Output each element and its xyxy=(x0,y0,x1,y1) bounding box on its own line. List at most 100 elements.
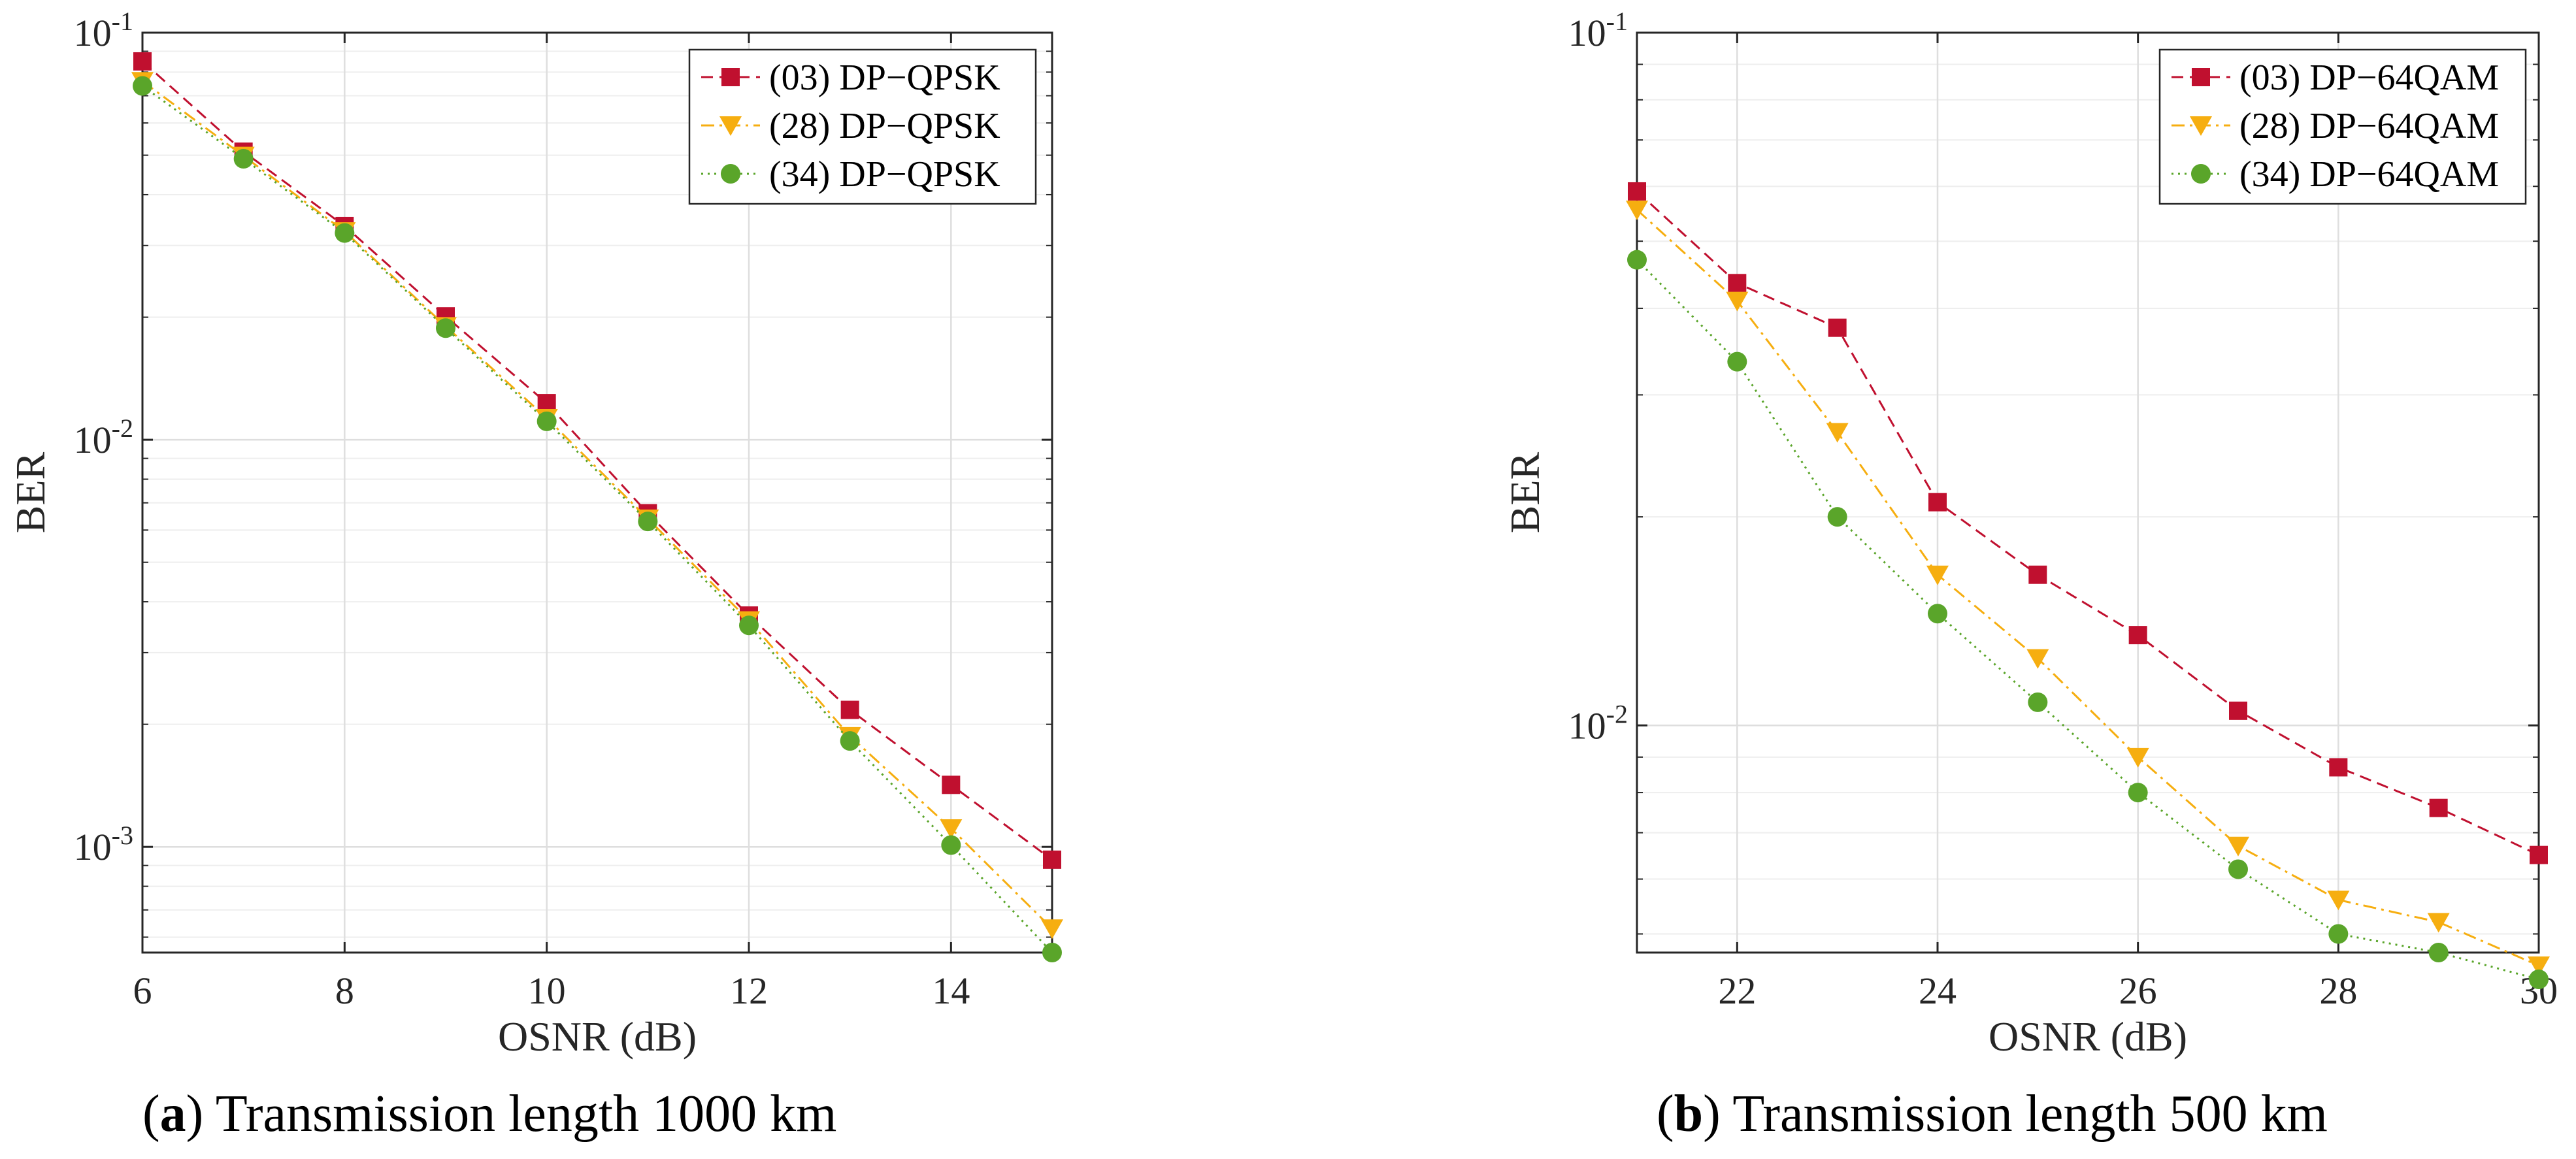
series-a-3 xyxy=(133,76,1062,962)
y-tick-label-a: 10-2 xyxy=(74,414,133,461)
chart-panel-a: 6 8 10 12 14 10-1 10-2 10-3 OSNR (dB) BER (03) DP−… xyxy=(7,7,1063,1060)
data-point-b-2 xyxy=(2126,747,2149,768)
data-point-b-1 xyxy=(1828,318,1847,337)
x-tick-label-a: 14 xyxy=(932,970,970,1012)
caption-b-text: Transmission length 500 km xyxy=(1732,1085,2328,1143)
data-point-a-3 xyxy=(1042,943,1062,962)
series-line-b-2 xyxy=(1636,208,2539,967)
data-point-b-1 xyxy=(2329,758,2348,777)
data-point-b-1 xyxy=(2530,845,2548,864)
y-tick-label-a: 10-1 xyxy=(74,7,133,54)
x-tick-label-a: 8 xyxy=(335,970,354,1012)
data-point-b-3 xyxy=(1827,507,1847,527)
x-tick-label-a: 12 xyxy=(730,970,768,1012)
series-line-a-1 xyxy=(142,60,1053,861)
data-point-b-3 xyxy=(1627,250,1647,270)
series-line-b-1 xyxy=(1636,190,2539,857)
legend-marker-b-3 xyxy=(2191,164,2211,184)
series-b-2 xyxy=(1626,201,2550,977)
axes-box-b xyxy=(1636,31,2540,954)
data-point-a-1 xyxy=(942,775,961,794)
data-point-b-2 xyxy=(2427,913,2450,933)
data-point-b-3 xyxy=(2529,969,2549,989)
legend-marker-a-3 xyxy=(721,164,740,184)
data-point-b-3 xyxy=(2228,859,2248,879)
data-point-a-3 xyxy=(335,223,355,243)
legend-marker-b-2 xyxy=(2190,116,2212,136)
data-point-a-1 xyxy=(133,52,152,71)
series-b-1 xyxy=(1628,182,2548,864)
legend-marker-a-2 xyxy=(719,116,742,136)
data-point-a-3 xyxy=(638,512,658,532)
data-point-a-3 xyxy=(739,615,759,636)
data-point-b-2 xyxy=(1826,423,1849,443)
data-point-b-1 xyxy=(1928,493,1947,512)
series-line-b-3 xyxy=(1636,259,2539,981)
legend-label-b-2: (28) DP−64QAM xyxy=(2239,106,2499,146)
y-tick-label-b: 10-1 xyxy=(1568,7,1628,54)
data-point-b-3 xyxy=(2128,783,2148,803)
x-tick-label-b: 26 xyxy=(2119,970,2157,1012)
legend-marker-b-1 xyxy=(2192,68,2210,86)
data-point-a-3 xyxy=(941,835,961,855)
data-point-b-2 xyxy=(2528,956,2550,977)
legend-label-b-1: (03) DP−64QAM xyxy=(2239,57,2499,98)
data-point-b-1 xyxy=(2429,798,2448,817)
x-tick-label-b: 22 xyxy=(1718,970,1756,1012)
y-axis-label-a: BER xyxy=(7,451,54,533)
x-axis-label-a: OSNR (dB) xyxy=(498,1013,697,1060)
legend-b: (03) DP−64QAM (28) DP−64QAM (34) DP−64QAM xyxy=(2158,48,2527,205)
data-point-b-2 xyxy=(2327,890,2350,911)
data-point-b-3 xyxy=(2428,943,2449,962)
legend-marker-a-1 xyxy=(721,68,740,86)
data-point-b-2 xyxy=(1726,291,1749,312)
data-point-b-3 xyxy=(2328,924,2349,944)
y-tick-label-a: 10-3 xyxy=(74,821,133,868)
data-point-a-3 xyxy=(537,411,557,431)
data-point-b-1 xyxy=(2229,701,2247,720)
series-line-a-2 xyxy=(142,80,1053,930)
data-point-b-1 xyxy=(2028,565,2047,584)
data-point-a-2 xyxy=(1041,919,1063,939)
data-point-a-1 xyxy=(1043,850,1061,869)
legend-box-a xyxy=(688,48,1037,205)
data-point-b-2 xyxy=(2227,836,2249,857)
y-tick-label-b: 10-2 xyxy=(1568,699,1628,747)
x-tick-label-a: 6 xyxy=(133,970,152,1012)
axes-box-a xyxy=(141,31,1053,954)
caption-a-text: Transmission length 1000 km xyxy=(215,1085,837,1143)
caption-a: (a) Transmission length 1000 km xyxy=(142,1085,837,1143)
legend-label-a-3: (34) DP−QPSK xyxy=(769,154,1000,195)
legend-label-b-3: (34) DP−64QAM xyxy=(2239,154,2499,195)
legend-box-b xyxy=(2158,48,2527,205)
data-point-b-2 xyxy=(2026,649,2049,669)
data-point-b-1 xyxy=(1628,182,1646,201)
data-point-b-2 xyxy=(1926,565,1949,585)
data-point-a-1 xyxy=(840,700,859,719)
panel-label-a: a xyxy=(159,1085,186,1143)
data-point-a-3 xyxy=(436,318,455,338)
x-axis-label-b: OSNR (dB) xyxy=(1989,1013,2187,1060)
x-tick-label-b: 28 xyxy=(2319,970,2357,1012)
data-point-b-3 xyxy=(1727,351,1747,372)
data-point-b-3 xyxy=(2028,692,2048,712)
panel-label-b: b xyxy=(1674,1085,1704,1143)
series-b-3 xyxy=(1627,250,2549,989)
legend-label-a-1: (03) DP−QPSK xyxy=(769,57,1000,98)
x-tick-label-b: 24 xyxy=(1919,970,1957,1012)
x-tick-label-a: 10 xyxy=(528,970,566,1012)
data-point-a-2 xyxy=(940,819,963,839)
y-axis-label-b: BER xyxy=(1502,451,1548,533)
data-point-b-2 xyxy=(1626,201,1648,221)
data-point-a-3 xyxy=(233,149,254,169)
caption-b: (b) Transmission length 500 km xyxy=(1657,1085,2328,1143)
series-line-a-3 xyxy=(142,85,1053,954)
legend-label-a-2: (28) DP−QPSK xyxy=(769,106,1000,146)
data-point-b-3 xyxy=(1928,604,1947,624)
data-point-a-3 xyxy=(840,731,860,751)
data-point-b-1 xyxy=(2128,626,2147,645)
legend-a: (03) DP−QPSK (28) DP−QPSK (34) DP−QPSK xyxy=(688,48,1037,205)
data-point-b-1 xyxy=(1728,274,1747,293)
